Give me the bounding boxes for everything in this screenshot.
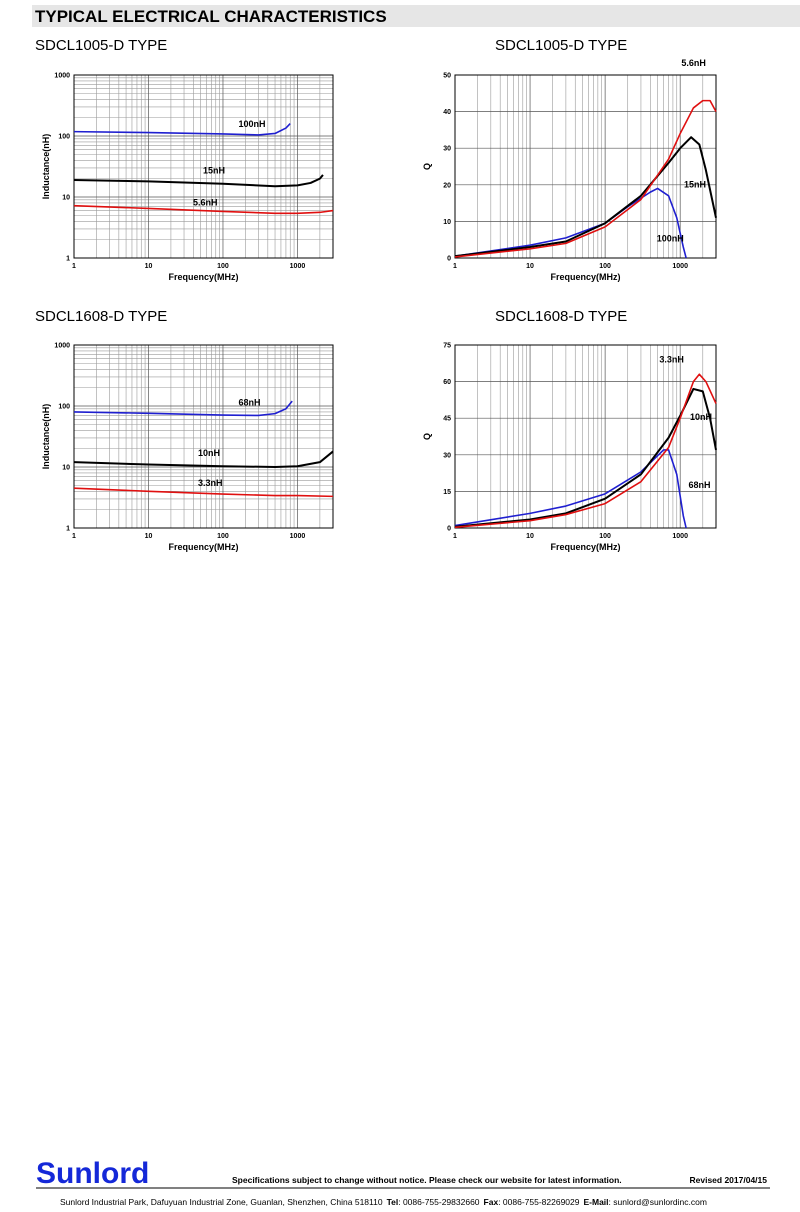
x-tick-label: 1000 (672, 533, 688, 540)
address: Sunlord Industrial Park, Dafuyuan Indust… (60, 1197, 383, 1207)
chart: SDCL1005-D TYPE 1 10 100 1000 1 10 100 1000 Frequ… (35, 37, 334, 282)
x-tick-label: 1000 (290, 263, 306, 270)
header-title: TYPICAL ELECTRICAL CHARACTERISTICS (35, 7, 387, 26)
y-axis-label: Inductance(nH) (41, 134, 51, 200)
y-tick-label: 20 (443, 182, 451, 189)
plot-frame (454, 344, 717, 529)
y-tick-label: 0 (447, 526, 451, 533)
x-axis-label: Frequency(MHz) (168, 272, 238, 282)
x-tick-label: 100 (599, 533, 611, 540)
address-line: Sunlord Industrial Park, Dafuyuan Indust… (60, 1197, 707, 1207)
series-label: 3.3nH (198, 478, 223, 488)
x-tick-label: 1000 (672, 263, 688, 270)
series-line (454, 136, 717, 258)
series-label: 5.6nH (193, 197, 218, 207)
chart: SDCL1005-D TYPE 1 10 100 1000 0 10 20 30 40 50 Freq… (422, 37, 717, 282)
plot-frame (454, 74, 717, 259)
x-axis-label: Frequency(MHz) (550, 272, 620, 282)
y-tick-label: 10 (443, 219, 451, 226)
x-tick-label: 10 (145, 533, 153, 540)
y-tick-label: 45 (443, 416, 451, 423)
x-tick-label: 100 (217, 263, 229, 270)
x-tick-label: 10 (145, 263, 153, 270)
series-label: 3.3nH (659, 354, 684, 364)
series-label: 100nH (239, 119, 266, 129)
x-tick-label: 100 (217, 533, 229, 540)
y-axis-label: Q (422, 433, 432, 440)
y-tick-label: 10 (62, 195, 70, 202)
y-tick-label: 50 (443, 73, 451, 80)
y-tick-label: 1000 (54, 73, 70, 80)
chart-title: SDCL1005-D TYPE (35, 37, 167, 54)
x-tick-label: 10 (526, 533, 534, 540)
x-axis-label: Frequency(MHz) (168, 542, 238, 552)
series-label: 10nH (198, 448, 220, 458)
notice: Specifications subject to change without… (232, 1175, 622, 1185)
chart-title: SDCL1608-D TYPE (35, 308, 167, 325)
series-line (73, 122, 291, 136)
header-bar (32, 5, 800, 27)
y-tick-label: 1 (66, 526, 70, 533)
footer: Sunlord Specifications subject to change… (36, 1157, 770, 1207)
plot-frame (73, 344, 334, 529)
series-label: 5.6nH (681, 58, 706, 68)
series-label: 15nH (203, 166, 225, 176)
series-line (454, 373, 717, 529)
x-axis-label: Frequency(MHz) (550, 542, 620, 552)
series-line (73, 450, 334, 468)
series-line (73, 400, 293, 417)
revised: Revised 2017/04/15 (689, 1175, 767, 1185)
y-tick-label: 1 (66, 256, 70, 263)
y-tick-label: 10 (62, 465, 70, 472)
series-label: 10nH (690, 412, 712, 422)
x-tick-label: 1 (72, 263, 76, 270)
series-label: 100nH (657, 234, 684, 244)
series-line (454, 187, 687, 259)
y-tick-label: 15 (443, 489, 451, 496)
x-tick-label: 1 (453, 263, 457, 270)
y-tick-label: 30 (443, 452, 451, 459)
y-tick-label: 1000 (54, 343, 70, 350)
chart: SDCL1608-D TYPE 1 10 100 1000 0 15 30 45 60 75 Freq… (422, 308, 717, 552)
series-line (454, 99, 717, 258)
y-tick-label: 30 (443, 146, 451, 153)
y-tick-label: 100 (58, 134, 70, 141)
series-label: 15nH (684, 180, 706, 190)
y-axis-label: Inductance(nH) (41, 404, 51, 470)
y-tick-label: 75 (443, 343, 451, 350)
brand: Sunlord (36, 1157, 149, 1190)
y-tick-label: 40 (443, 109, 451, 116)
y-tick-label: 60 (443, 379, 451, 386)
contact-label: Fax (484, 1197, 499, 1207)
contact-label: E-Mail (583, 1197, 608, 1207)
series-line (73, 204, 334, 215)
series-line (454, 387, 717, 528)
chart-title: SDCL1005-D TYPE (495, 37, 627, 54)
y-axis-label: Q (422, 163, 432, 170)
x-tick-label: 10 (526, 263, 534, 270)
y-tick-label: 0 (447, 256, 451, 263)
series-label: 68nH (689, 480, 711, 490)
y-tick-label: 100 (58, 404, 70, 411)
x-tick-label: 100 (599, 263, 611, 270)
x-tick-label: 1 (453, 533, 457, 540)
series-line (73, 174, 324, 188)
chart-title: SDCL1608-D TYPE (495, 308, 627, 325)
chart: SDCL1608-D TYPE 1 10 100 1000 1 10 100 1000 Frequ… (35, 308, 334, 552)
plot-frame (73, 74, 334, 259)
contact-value: : 0086-755-29832660 (398, 1197, 480, 1207)
series-label: 68nH (239, 397, 261, 407)
contact-label: Tel (387, 1197, 399, 1207)
x-tick-label: 1000 (290, 533, 306, 540)
series-line (73, 487, 334, 498)
x-tick-label: 1 (72, 533, 76, 540)
contact-value: : sunlord@sunlordinc.com (609, 1197, 707, 1207)
contact-value: : 0086-755-82269029 (498, 1197, 580, 1207)
